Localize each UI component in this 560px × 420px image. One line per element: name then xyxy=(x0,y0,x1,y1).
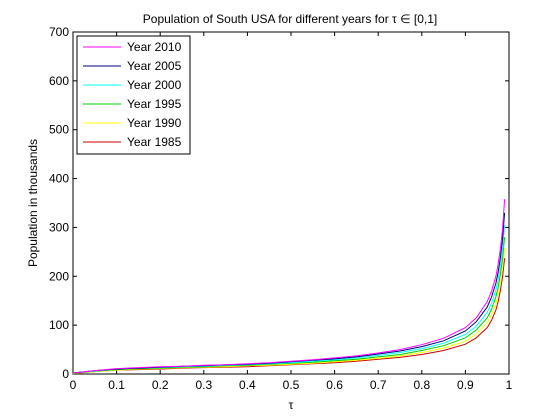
series-line xyxy=(72,199,506,374)
y-tick-label: 0 xyxy=(62,367,69,381)
y-tick-label: 500 xyxy=(49,123,69,137)
legend-label: Year 2010 xyxy=(127,40,182,54)
y-tick-label: 700 xyxy=(49,25,69,39)
x-tick-label: 0.2 xyxy=(152,378,169,392)
y-tick-label: 600 xyxy=(49,74,69,88)
chart-title: Population of South USA for different ye… xyxy=(143,12,437,26)
x-tick-label: 0.5 xyxy=(283,378,300,392)
series-lines xyxy=(72,199,506,374)
x-tick-label: 0.1 xyxy=(108,378,125,392)
y-tick-label: 300 xyxy=(49,220,69,234)
x-tick-label: 0.3 xyxy=(195,378,212,392)
legend: Year 2010 Year 2005 Year 2000 Year 1995 Year… xyxy=(76,35,191,155)
y-axis: 0 100 200 300 400 500 600 700 xyxy=(49,25,509,381)
x-tick-label: 0 xyxy=(70,378,77,392)
y-tick-label: 200 xyxy=(49,269,69,283)
y-tick-label: 400 xyxy=(49,172,69,186)
x-tick-label: 0.6 xyxy=(326,378,343,392)
x-axis: 0 0.1 0.2 0.3 0.4 0.5 0.6 0.7 0.8 0.9 1 xyxy=(70,32,513,392)
legend-label: Year 1985 xyxy=(127,135,182,149)
x-tick-label: 0.8 xyxy=(413,378,430,392)
legend-label: Year 2005 xyxy=(127,59,182,73)
legend-label: Year 1995 xyxy=(127,97,182,111)
x-tick-label: 0.9 xyxy=(457,378,474,392)
x-tick-label: 0.4 xyxy=(239,378,256,392)
x-axis-label: τ xyxy=(289,398,294,412)
y-axis-label: Population in thousands xyxy=(26,139,40,267)
x-tick-label: 0.7 xyxy=(370,378,387,392)
legend-label: Year 1990 xyxy=(127,116,182,130)
legend-label: Year 2000 xyxy=(127,78,182,92)
legend-box xyxy=(76,35,191,155)
x-tick-label: 1 xyxy=(506,378,513,392)
y-tick-label: 100 xyxy=(49,318,69,332)
